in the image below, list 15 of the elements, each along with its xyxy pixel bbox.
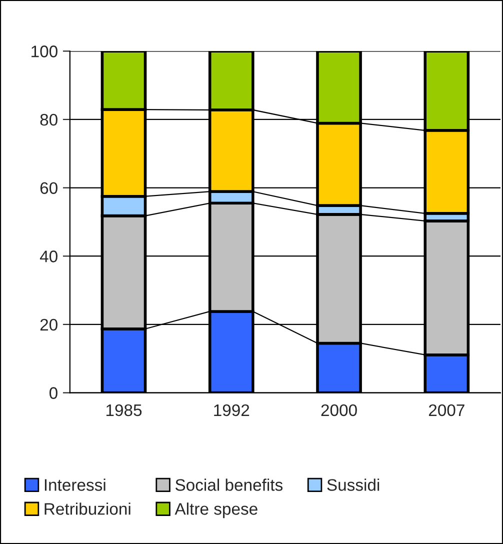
- y-tick-label: 100: [32, 46, 58, 58]
- legend-label: Social benefits: [175, 478, 283, 491]
- y-tick-label: 80: [40, 114, 58, 126]
- y-tick-label: 40: [40, 250, 58, 262]
- x-tick-label: 1992: [214, 404, 250, 416]
- x-tick-label: 2007: [428, 404, 464, 416]
- y-tick-label: 20: [40, 318, 58, 331]
- legend-label: Sussidi: [327, 478, 380, 491]
- legend-label: Interessi: [44, 478, 106, 491]
- y-tick-label: 0: [49, 387, 58, 399]
- legend-label: Retribuzioni: [44, 502, 130, 515]
- x-tick-label: 1985: [106, 404, 142, 416]
- legend-label: Altre spese: [174, 502, 258, 518]
- x-tick-label: 2000: [321, 404, 357, 416]
- y-tick-label: 60: [40, 182, 58, 194]
